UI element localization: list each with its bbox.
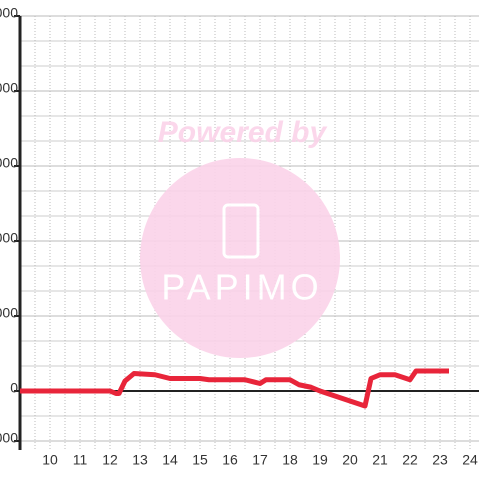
x-tick-label: 22 bbox=[402, 452, 418, 468]
watermark: Powered by PAPIMO bbox=[140, 116, 340, 358]
x-tick-label: 15 bbox=[192, 452, 208, 468]
watermark-phone bbox=[222, 203, 260, 259]
watermark-brand: PAPIMO bbox=[161, 267, 322, 308]
x-tick-label: 17 bbox=[252, 452, 268, 468]
line bbox=[20, 368, 449, 409]
x-tick-label: 13 bbox=[132, 452, 148, 468]
y-tick-label: 120,000 bbox=[0, 80, 18, 96]
x-tick-label: 20 bbox=[342, 452, 358, 468]
x-tick-label: 19 bbox=[312, 452, 328, 468]
y-tick-label: 0 bbox=[10, 380, 18, 396]
x-tick-label: 10 bbox=[42, 452, 58, 468]
y-tick-label: 150,000 bbox=[0, 5, 18, 21]
x-tick-label: 16 bbox=[222, 452, 238, 468]
watermark-title: Powered by bbox=[158, 116, 328, 149]
y-tick-label: 60,000 bbox=[0, 230, 18, 246]
x-tick-label: 11 bbox=[73, 452, 88, 468]
x-tick-label: 21 bbox=[372, 452, 388, 468]
x-tick-label: 18 bbox=[282, 452, 298, 468]
y-tick-label: 30,000 bbox=[0, 305, 18, 321]
x-tick-label: 14 bbox=[162, 452, 178, 468]
y-tick-label: 90,000 bbox=[0, 155, 18, 171]
x-tick-label: 24 bbox=[462, 452, 478, 468]
y-tick-label: -20,000 bbox=[0, 430, 18, 446]
x-tick-label: 12 bbox=[102, 452, 118, 468]
x-tick-label: 23 bbox=[432, 452, 448, 468]
